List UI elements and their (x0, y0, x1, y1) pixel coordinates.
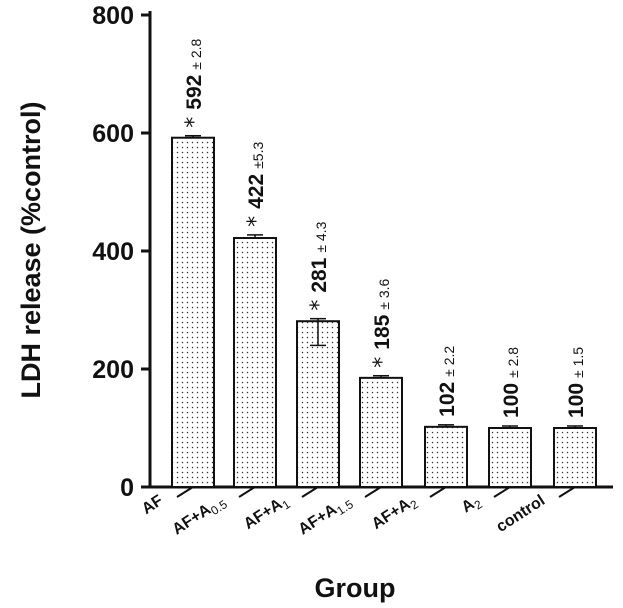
value-error: ± 2.8 (188, 38, 204, 69)
category-label-text: AF (139, 492, 166, 518)
x-tick (238, 486, 256, 498)
x-tick (301, 486, 319, 498)
y-axis-title: LDH release (%control) (16, 101, 46, 398)
value-number: 102 (436, 382, 459, 417)
value-error: ± 2.8 (505, 347, 521, 378)
x-tick (493, 486, 511, 498)
labels: AF * 592 ± 2.8 AF+A0.5 * 422 ±5.3 AF+A1 * 281 ± 4.3… (139, 38, 588, 541)
category-label: AF+A1.5 (296, 492, 357, 541)
category-label-text: AF+A1 (241, 492, 293, 536)
significance-star: * (307, 300, 332, 311)
category-label: AF+A1 (241, 492, 293, 536)
y-tick-label: 600 (92, 120, 134, 148)
y-tick-label: 0 (120, 474, 134, 502)
category-label-text: A2 (459, 492, 485, 519)
x-tick (429, 486, 447, 498)
y-tick-label: 800 (92, 2, 134, 30)
bar (171, 136, 215, 488)
axes: 0 200 400 600 800 (92, 2, 613, 502)
value-label: * 281 ± 4.3 (307, 221, 332, 310)
bar (233, 237, 277, 488)
value-error: ± 3.6 (376, 278, 392, 309)
category-label-text: AF+A2 (369, 492, 421, 536)
bars (171, 134, 597, 489)
significance-star: * (182, 117, 207, 128)
category-label: AF+A2 (369, 492, 421, 536)
value-number: 100 (500, 383, 523, 418)
category-label: A2 (459, 492, 485, 519)
value-label: 100 ± 1.5 (565, 347, 588, 418)
y-tick-label: 400 (92, 238, 134, 266)
category-label-text: AF+A1.5 (296, 492, 357, 541)
category-label: AF+A0.5 (170, 492, 231, 541)
value-number: 185 (371, 314, 394, 349)
value-number: 100 (565, 383, 588, 418)
bar (424, 425, 468, 489)
value-error: ± 1.5 (570, 347, 586, 378)
x-axis-title: Group (315, 573, 396, 603)
significance-star: * (370, 357, 395, 368)
value-label: 102 ± 2.2 (436, 346, 459, 417)
x-tick (558, 486, 576, 498)
value-label: * 592 ± 2.8 (182, 38, 207, 127)
bar (488, 427, 532, 488)
value-number: 422 (245, 174, 268, 209)
category-label-text: control (493, 492, 548, 536)
value-number: 281 (308, 257, 331, 292)
category-label-text: AF+A0.5 (170, 492, 231, 541)
bar (553, 427, 597, 488)
value-error: ± 2.2 (441, 346, 457, 377)
category-label: control (493, 492, 548, 536)
value-label: * 422 ±5.3 (244, 142, 269, 227)
significance-star: * (244, 216, 269, 227)
value-label: 100 ± 2.8 (500, 347, 523, 418)
value-label: * 185 ± 3.6 (370, 278, 395, 367)
value-error: ±5.3 (250, 142, 266, 169)
value-error: ± 4.3 (313, 221, 329, 252)
category-label: AF (139, 492, 166, 518)
x-tick (364, 486, 382, 498)
x-tick (176, 486, 194, 498)
y-tick-label: 200 (92, 356, 134, 384)
value-number: 592 (183, 75, 206, 110)
bar (359, 376, 403, 489)
